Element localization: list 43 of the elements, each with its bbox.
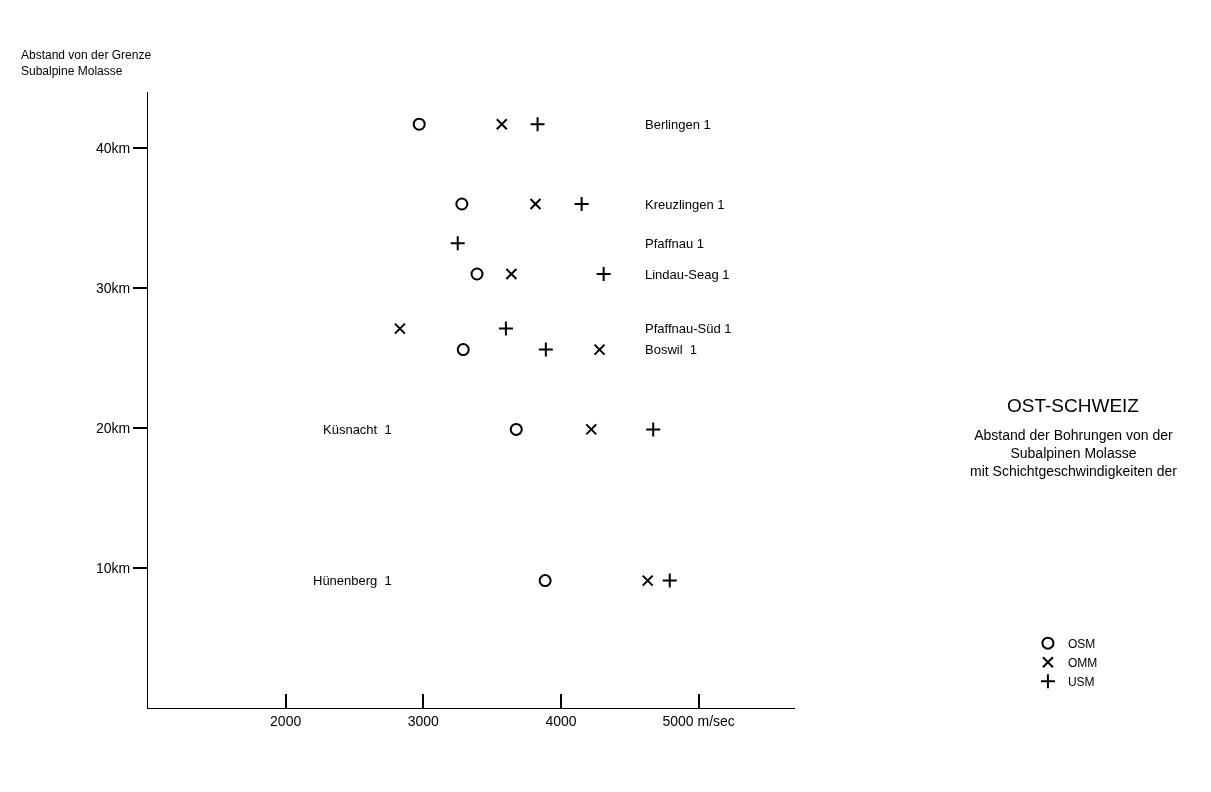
y-tick-label: 20km <box>95 419 131 436</box>
x-tick-label: 2000 <box>270 712 302 729</box>
point <box>538 574 552 588</box>
point <box>509 422 523 436</box>
point <box>470 267 484 281</box>
point <box>641 574 654 587</box>
point <box>585 423 598 436</box>
x-tick-label: 4000 <box>545 712 577 729</box>
annotation: Lindau-Seag 1 <box>645 267 730 282</box>
annotation: Kreuzlingen 1 <box>645 197 725 212</box>
annotation: Berlingen 1 <box>645 117 711 132</box>
annotation: Pfaffnau-Süd 1 <box>645 321 732 336</box>
point <box>495 118 508 131</box>
point <box>456 343 470 357</box>
annotation: Pfaffnau 1 <box>645 236 705 251</box>
y-axis-title: Abstand von der Grenze Subalpine Molasse <box>21 48 152 78</box>
point <box>595 266 612 282</box>
point <box>573 196 590 212</box>
y-tick-label: 30km <box>95 279 131 296</box>
legend-label: OSM <box>1067 636 1096 651</box>
point <box>393 322 406 335</box>
annotation: Hünenberg 1 <box>313 573 392 588</box>
x-tick-label: 3000 <box>407 712 440 729</box>
point <box>661 572 678 589</box>
legend-label: USM <box>1067 674 1095 689</box>
y-tick-label: 10km <box>95 559 131 576</box>
text: OST-SCHWEIZ <box>1007 395 1140 416</box>
annotation: Boswil 1 <box>645 342 698 357</box>
legend-label: OMM <box>1067 655 1098 670</box>
point <box>645 421 662 438</box>
x-tick-label: 5000 m/sec <box>662 712 735 729</box>
text: Abstand der Bohrungen von der Subalpinen Molasse mit Schichtgeschwindigkeiten der <box>970 427 1178 480</box>
point <box>593 343 606 356</box>
point <box>449 235 466 252</box>
point <box>455 197 469 211</box>
point <box>529 198 542 210</box>
point <box>537 341 554 358</box>
point <box>505 268 518 280</box>
point <box>497 320 514 337</box>
annotation: Küsnacht 1 <box>323 422 392 437</box>
point <box>529 116 546 133</box>
y-tick-label: 40km <box>95 139 131 156</box>
point <box>412 117 426 131</box>
